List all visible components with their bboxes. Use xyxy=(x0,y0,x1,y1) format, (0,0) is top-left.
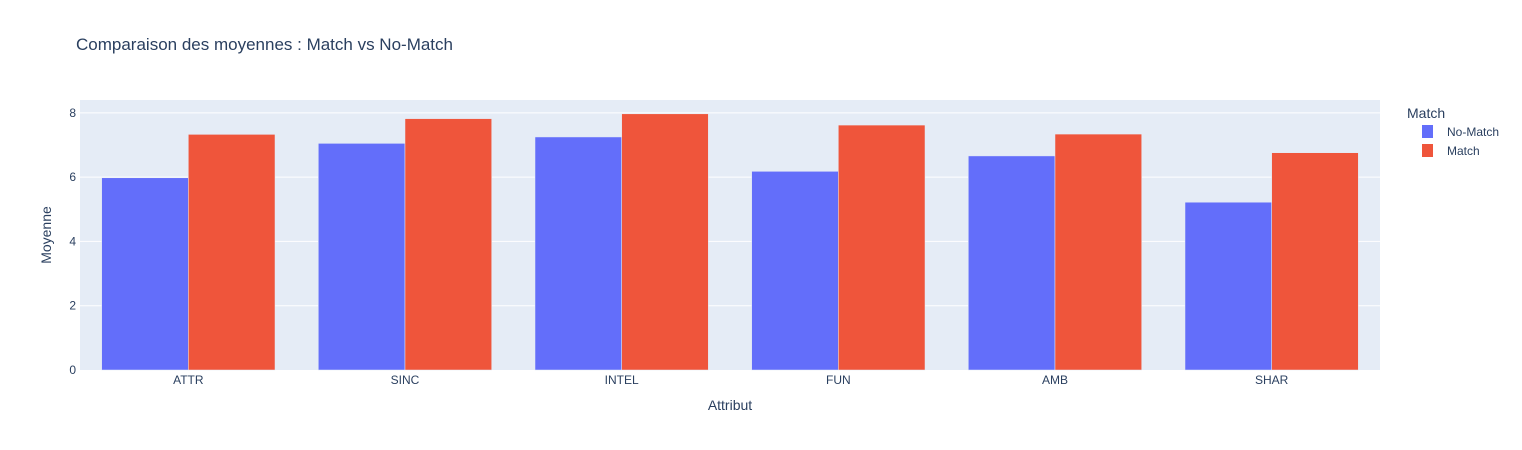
legend-label: No-Match xyxy=(1447,125,1499,139)
bar-match-intel[interactable] xyxy=(621,113,709,371)
plot-area xyxy=(80,100,1380,370)
y-tick-label: 6 xyxy=(69,170,76,184)
legend-swatch xyxy=(1422,125,1433,138)
x-tick-label: SINC xyxy=(391,373,420,387)
bar-no-match-intel[interactable] xyxy=(534,136,622,371)
legend-label: Match xyxy=(1447,144,1480,158)
y-tick-label: 2 xyxy=(69,299,76,313)
bar-match-amb[interactable] xyxy=(1054,133,1142,371)
bar-no-match-sinc[interactable] xyxy=(318,143,406,371)
bar-match-attr[interactable] xyxy=(188,134,276,371)
x-axis-title: Attribut xyxy=(708,397,752,413)
bar-no-match-attr[interactable] xyxy=(101,177,189,371)
bar-match-shar[interactable] xyxy=(1271,152,1359,371)
bar-no-match-shar[interactable] xyxy=(1184,201,1272,371)
legend-title: Match xyxy=(1407,105,1445,121)
y-tick-label: 8 xyxy=(69,106,76,120)
x-tick-label: SHAR xyxy=(1255,373,1289,387)
x-tick-label: FUN xyxy=(826,373,851,387)
bar-no-match-amb[interactable] xyxy=(968,155,1056,371)
y-tick-label: 0 xyxy=(69,363,76,377)
x-tick-label: INTEL xyxy=(605,373,639,387)
bars-group xyxy=(101,113,1359,371)
y-axis-title: Moyenne xyxy=(38,206,54,264)
bar-no-match-fun[interactable] xyxy=(751,171,839,371)
legend-swatch xyxy=(1422,144,1433,157)
bar-match-sinc[interactable] xyxy=(404,118,492,371)
chart-title: Comparaison des moyennes : Match vs No-M… xyxy=(76,35,453,54)
x-tick-labels: ATTR SINC INTEL FUN AMB SHAR xyxy=(173,373,1289,387)
bar-match-fun[interactable] xyxy=(838,124,926,371)
legend-item-no-match[interactable]: No-Match xyxy=(1422,125,1499,139)
x-tick-label: ATTR xyxy=(173,373,204,387)
y-tick-label: 4 xyxy=(69,234,76,248)
legend-item-match[interactable]: Match xyxy=(1422,144,1480,158)
x-tick-label: AMB xyxy=(1042,373,1068,387)
y-tick-labels: 0 2 4 6 8 xyxy=(69,106,76,377)
y-gridlines xyxy=(80,112,1380,307)
